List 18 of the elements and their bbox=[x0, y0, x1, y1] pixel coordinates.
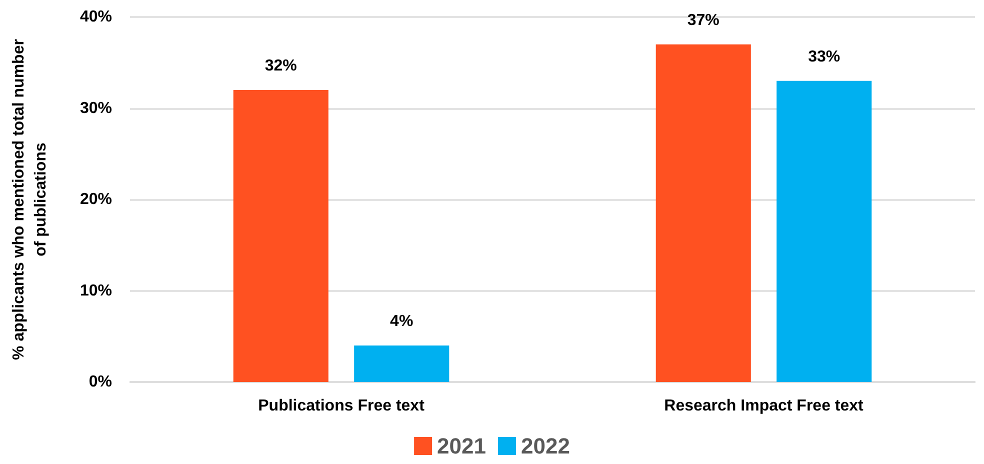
y-tick-label: 0% bbox=[88, 374, 112, 390]
y-tick-label: 30% bbox=[80, 100, 112, 117]
bar bbox=[233, 90, 328, 382]
data-label: 33% bbox=[808, 48, 840, 66]
bar bbox=[354, 346, 450, 382]
data-label: 37% bbox=[687, 12, 720, 29]
y-tick-label: 10% bbox=[80, 282, 112, 300]
bar bbox=[776, 80, 872, 382]
y-tick-label: 40% bbox=[80, 8, 112, 26]
legend-label: 2021 bbox=[437, 434, 486, 458]
legend-label: 2022 bbox=[521, 434, 570, 458]
data-label: 32% bbox=[264, 58, 297, 74]
x-tick-label: Publications Free text bbox=[258, 398, 426, 414]
x-tick-label: Research Impact Free text bbox=[664, 398, 864, 414]
y-tick-label: 20% bbox=[80, 191, 112, 208]
y-axis-title: % applicants who mentioned total number of publications bbox=[10, 39, 50, 360]
bar bbox=[656, 44, 751, 382]
data-label: 4% bbox=[390, 313, 414, 330]
